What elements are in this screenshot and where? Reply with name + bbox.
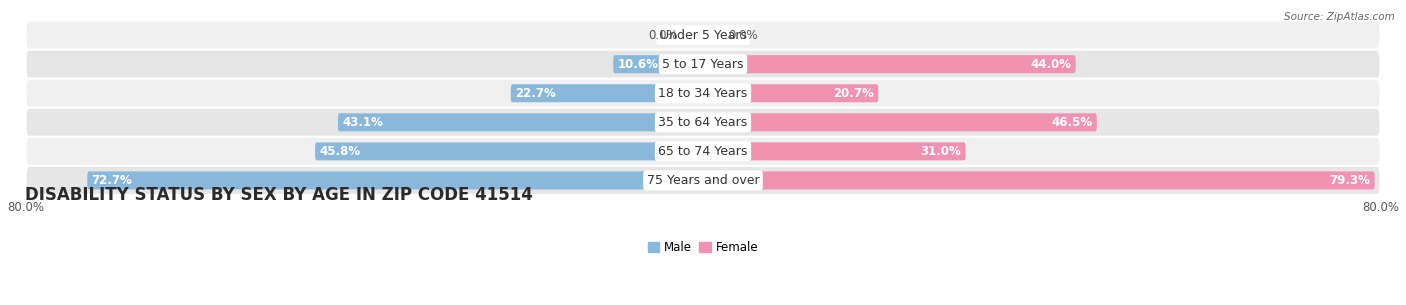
Text: 45.8%: 45.8% (319, 145, 360, 158)
FancyBboxPatch shape (337, 113, 703, 131)
FancyBboxPatch shape (510, 84, 703, 102)
Text: 31.0%: 31.0% (921, 145, 962, 158)
FancyBboxPatch shape (25, 21, 1381, 50)
Text: 44.0%: 44.0% (1031, 58, 1071, 71)
Text: 79.3%: 79.3% (1330, 174, 1371, 187)
Text: 10.6%: 10.6% (617, 58, 658, 71)
FancyBboxPatch shape (703, 55, 1076, 73)
FancyBboxPatch shape (613, 55, 703, 73)
Text: 0.0%: 0.0% (728, 29, 758, 41)
Text: 20.7%: 20.7% (834, 87, 875, 100)
FancyBboxPatch shape (87, 171, 703, 189)
Text: 46.5%: 46.5% (1052, 116, 1092, 129)
Legend: Male, Female: Male, Female (644, 238, 762, 258)
Text: 22.7%: 22.7% (515, 87, 555, 100)
FancyBboxPatch shape (703, 113, 1097, 131)
FancyBboxPatch shape (315, 142, 703, 160)
Text: 5 to 17 Years: 5 to 17 Years (662, 58, 744, 71)
Text: 0.0%: 0.0% (648, 29, 678, 41)
Text: 75 Years and over: 75 Years and over (647, 174, 759, 187)
Text: 18 to 34 Years: 18 to 34 Years (658, 87, 748, 100)
Text: 65 to 74 Years: 65 to 74 Years (658, 145, 748, 158)
FancyBboxPatch shape (25, 50, 1381, 79)
Text: DISABILITY STATUS BY SEX BY AGE IN ZIP CODE 41514: DISABILITY STATUS BY SEX BY AGE IN ZIP C… (25, 186, 533, 204)
FancyBboxPatch shape (703, 84, 879, 102)
Text: 43.1%: 43.1% (342, 116, 382, 129)
Text: 72.7%: 72.7% (91, 174, 132, 187)
FancyBboxPatch shape (703, 171, 1375, 189)
FancyBboxPatch shape (703, 142, 966, 160)
Text: Under 5 Years: Under 5 Years (659, 29, 747, 41)
FancyBboxPatch shape (25, 108, 1381, 137)
Text: Source: ZipAtlas.com: Source: ZipAtlas.com (1284, 12, 1395, 22)
FancyBboxPatch shape (25, 79, 1381, 108)
FancyBboxPatch shape (25, 166, 1381, 195)
FancyBboxPatch shape (25, 137, 1381, 166)
Text: 35 to 64 Years: 35 to 64 Years (658, 116, 748, 129)
